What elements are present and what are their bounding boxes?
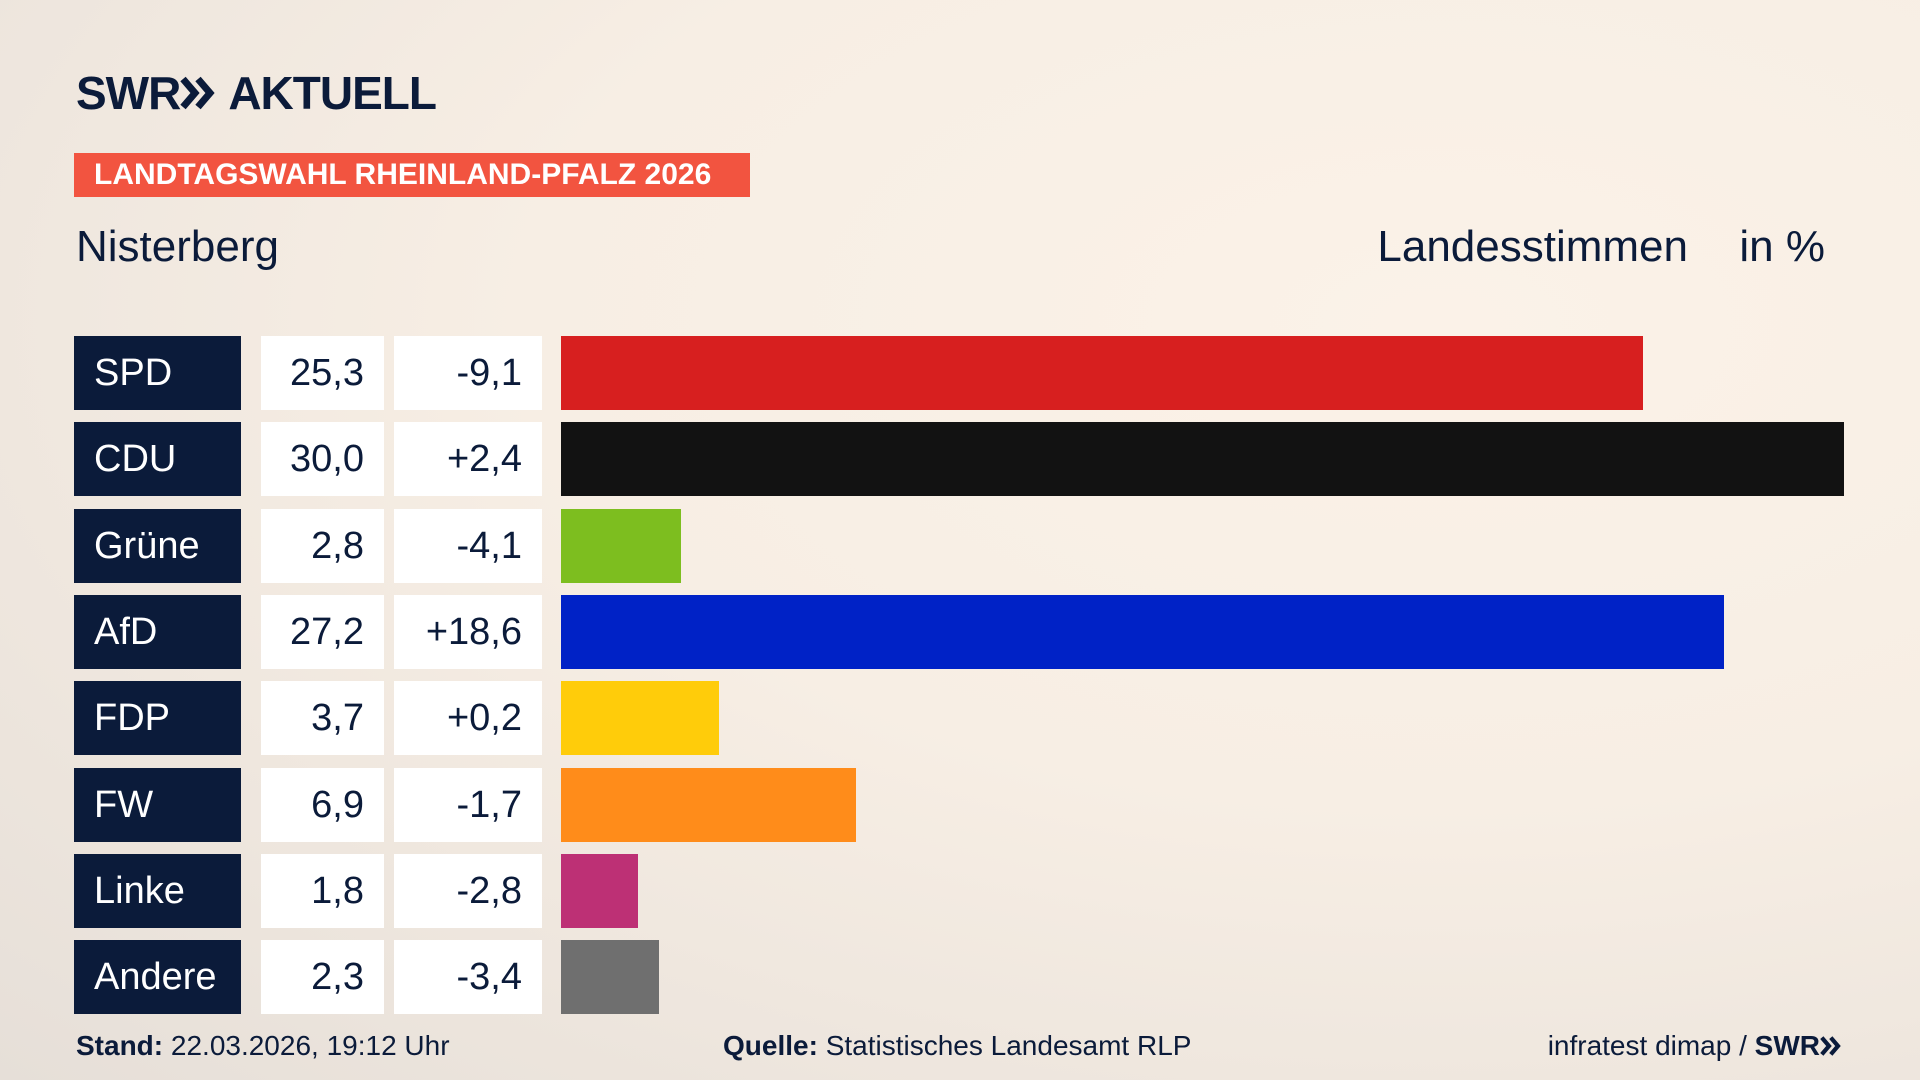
footer-credit: infratest dimap / SWR <box>1548 1030 1844 1062</box>
stand: 22.03.2026, 19:12 Uhr <box>170 1030 450 1061</box>
value-label: 2,3 <box>261 940 384 1015</box>
chart-subtitle: Landesstimmen <box>1377 222 1688 271</box>
party-label: FDP <box>74 681 241 756</box>
brand-chevrons <box>180 76 215 110</box>
party-label: Andere <box>74 940 241 1015</box>
bar <box>561 940 660 1015</box>
change-label: +2,4 <box>394 422 542 497</box>
value-label: 6,9 <box>261 767 384 842</box>
party-label: AfD <box>74 594 241 669</box>
bar <box>561 422 1844 497</box>
party-label: CDU <box>74 422 241 497</box>
change-label: +0,2 <box>394 681 542 756</box>
change-label: +18,6 <box>394 594 542 669</box>
election-tag: LANDTAGSWAHL RHEINLAND-PFALZ 2026 <box>74 153 750 197</box>
source-label: Quelle: <box>723 1030 818 1061</box>
change-label: -3,4 <box>394 940 542 1015</box>
party-label: SPD <box>74 336 241 410</box>
value-label: 27,2 <box>261 594 384 669</box>
brand: SWR <box>76 67 181 119</box>
party-label: Linke <box>74 853 241 928</box>
change-label: -9,1 <box>394 336 542 410</box>
footer-stand: Stand: 22.03.2026, 19:12 Uhr <box>76 1030 450 1062</box>
party-label: Grüne <box>74 508 241 583</box>
unit-label: in % <box>1739 222 1825 271</box>
brand-section: AKTUELL <box>228 67 437 119</box>
change-label: -1,7 <box>394 767 542 842</box>
value-label: 25,3 <box>261 336 384 410</box>
bar <box>561 767 857 842</box>
bar <box>561 681 720 756</box>
chart-title: Nisterberg <box>76 222 279 271</box>
bar <box>561 853 638 928</box>
source: Statistisches Landesamt RLP <box>825 1030 1192 1061</box>
stand-label: Stand: <box>76 1030 164 1061</box>
value-label: 1,8 <box>261 853 384 928</box>
credit-chevrons <box>1820 1036 1841 1056</box>
bar <box>561 336 1643 410</box>
footer-source: Quelle: Statistisches Landesamt RLP <box>723 1030 1191 1062</box>
bar <box>561 594 1725 669</box>
change-label: -2,8 <box>394 853 542 928</box>
bar <box>561 508 681 583</box>
party-label: FW <box>74 767 241 842</box>
credit: infratest dimap / <box>1547 1030 1747 1061</box>
credit-brand: SWR <box>1754 1030 1820 1061</box>
brand-logo: SWR AKTUELL <box>76 66 437 120</box>
value-label: 30,0 <box>261 422 384 497</box>
value-label: 3,7 <box>261 681 384 756</box>
change-label: -4,1 <box>394 508 542 583</box>
value-label: 2,8 <box>261 508 384 583</box>
